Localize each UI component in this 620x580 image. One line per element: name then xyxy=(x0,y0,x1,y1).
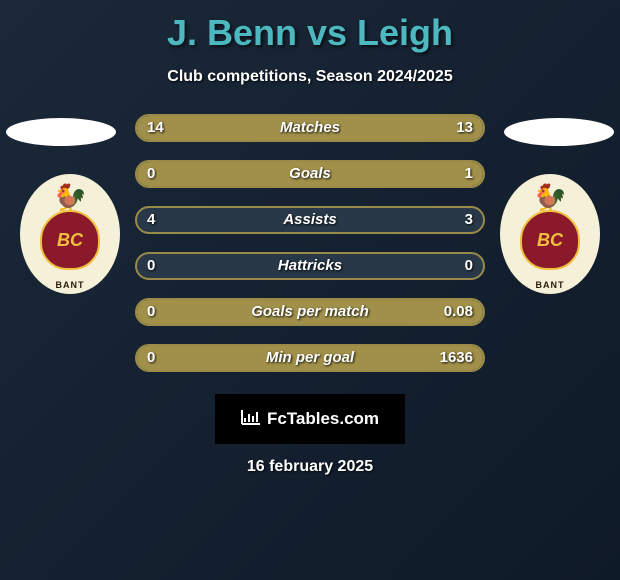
stat-label: Min per goal xyxy=(135,344,485,372)
badge-shield-text: BC xyxy=(57,230,83,251)
stat-row: 01636Min per goal xyxy=(135,344,485,372)
stat-row: 1413Matches xyxy=(135,114,485,142)
stat-row: 43Assists xyxy=(135,206,485,234)
club-badge-right: 🐓 BC BANT xyxy=(500,174,600,294)
badge-banner: BANT xyxy=(536,280,565,290)
badge-shield-text: BC xyxy=(537,230,563,251)
player-ellipse-left xyxy=(6,118,116,146)
attribution-bar: FcTables.com xyxy=(215,394,405,444)
stat-label: Goals per match xyxy=(135,298,485,326)
page-subtitle: Club competitions, Season 2024/2025 xyxy=(0,68,620,86)
stat-label: Assists xyxy=(135,206,485,234)
stats-bars: 1413Matches 01Goals 43Assists 00Hattricks 00… xyxy=(135,114,485,372)
stat-label: Hattricks xyxy=(135,252,485,280)
badge-shield: BC xyxy=(520,210,580,270)
player-ellipse-right xyxy=(504,118,614,146)
page-title: J. Benn vs Leigh xyxy=(0,0,620,54)
content-region: 🐓 BC BANT 🐓 BC BANT 1413Matches 01Goals 43… xyxy=(0,114,620,372)
stat-label: Matches xyxy=(135,114,485,142)
club-badge-left: 🐓 BC BANT xyxy=(20,174,120,294)
badge-banner: BANT xyxy=(56,280,85,290)
attribution-text: FcTables.com xyxy=(267,409,379,429)
badge-circle: 🐓 BC BANT xyxy=(20,174,120,294)
stat-row: 00.08Goals per match xyxy=(135,298,485,326)
badge-shield: BC xyxy=(40,210,100,270)
footer-date: 16 february 2025 xyxy=(0,458,620,476)
stat-label: Goals xyxy=(135,160,485,188)
stat-row: 01Goals xyxy=(135,160,485,188)
badge-circle: 🐓 BC BANT xyxy=(500,174,600,294)
chart-icon xyxy=(241,409,261,430)
stat-row: 00Hattricks xyxy=(135,252,485,280)
